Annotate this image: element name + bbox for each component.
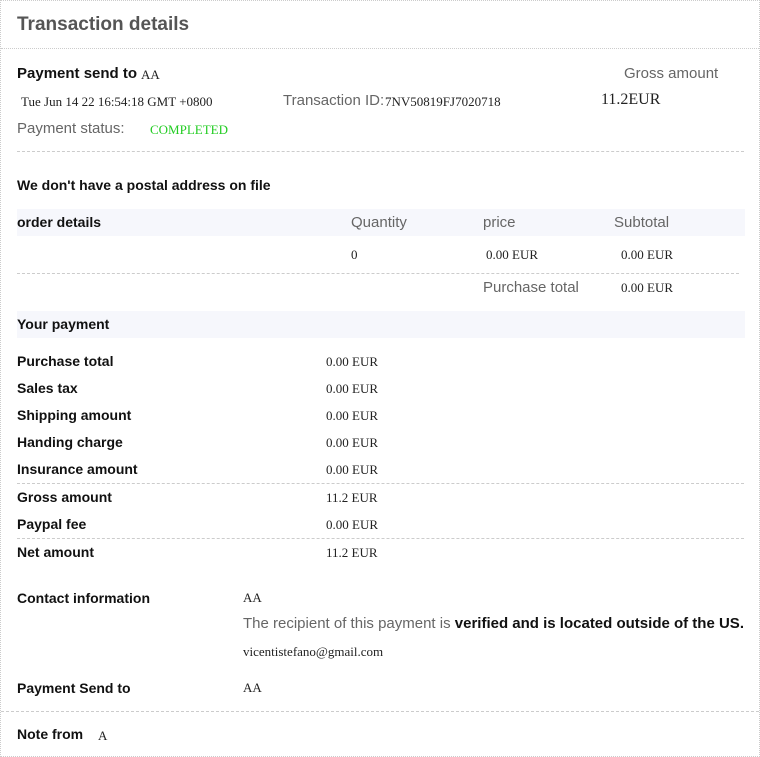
order-header bbox=[17, 209, 745, 236]
payment-row-value: 0.00 EUR bbox=[326, 354, 378, 369]
header: Transaction details bbox=[1, 1, 759, 49]
txn-label: Transaction ID: bbox=[283, 92, 385, 109]
send-label: Payment send to bbox=[17, 65, 138, 82]
gross-value: 11.2EUR bbox=[601, 91, 661, 108]
status-label: Payment status: bbox=[17, 120, 125, 137]
payment-row-label: Sales tax bbox=[17, 380, 78, 396]
email[interactable]: vicentistefano@gmail.com bbox=[243, 644, 384, 659]
payment-row-value: 0.00 EUR bbox=[326, 462, 378, 477]
payment-row-label: Purchase total bbox=[17, 353, 114, 369]
payment-header bbox=[17, 311, 745, 338]
subtotal-col: Subtotal bbox=[614, 214, 670, 231]
date: Tue Jun 14 22 16:54:18 GMT +0800 bbox=[21, 94, 213, 109]
note-value: A bbox=[98, 728, 108, 743]
postal-note: We don't have a postal address on file bbox=[17, 177, 271, 193]
payment-row-value: 0.00 EUR bbox=[326, 381, 378, 396]
txn-id: 7NV50819FJ7020718 bbox=[385, 94, 501, 109]
payment-row-label: Shipping amount bbox=[17, 407, 132, 423]
gross-label: Gross amount bbox=[624, 65, 719, 82]
note-prefix: The recipient of this payment is bbox=[243, 615, 455, 632]
purchase-total-value: 0.00 EUR bbox=[621, 280, 673, 295]
verification-note: The recipient of this payment is verifie… bbox=[243, 615, 744, 632]
payment-row-label: Handing charge bbox=[17, 434, 123, 450]
payment-row-value: 0.00 EUR bbox=[326, 435, 378, 450]
status-badge: COMPLETED bbox=[150, 122, 228, 137]
send-value: AA bbox=[141, 67, 160, 82]
purchase-total-label: Purchase total bbox=[483, 279, 579, 296]
divider bbox=[17, 483, 744, 484]
payment-row-value: 11.2 EUR bbox=[326, 490, 378, 505]
contact-label: Contact information bbox=[17, 590, 150, 606]
qty-col: Quantity bbox=[351, 214, 407, 231]
qty-cell: 0 bbox=[351, 247, 358, 262]
divider bbox=[1, 711, 759, 712]
divider bbox=[17, 273, 739, 274]
divider bbox=[17, 151, 744, 152]
contact-name: AA bbox=[243, 590, 262, 605]
price-cell: 0.00 EUR bbox=[486, 247, 538, 262]
payment-row-label: Insurance amount bbox=[17, 461, 138, 477]
price-col: price bbox=[483, 214, 516, 231]
payment-row-label: Gross amount bbox=[17, 489, 112, 505]
note-bold: verified and is located outside of the U… bbox=[454, 615, 744, 632]
payment-row-label: Paypal fee bbox=[17, 516, 87, 532]
subtotal-cell: 0.00 EUR bbox=[621, 247, 673, 262]
note-label: Note from bbox=[17, 726, 84, 742]
payment-row-value: 0.00 EUR bbox=[326, 517, 378, 532]
order-col: order details bbox=[17, 214, 102, 230]
payment-row-value: 11.2 EUR bbox=[326, 545, 378, 560]
payment-title: Your payment bbox=[17, 316, 110, 332]
send-to-label: Payment Send to bbox=[17, 680, 131, 696]
send-to-value: AA bbox=[243, 680, 262, 695]
payment-row-label: Net amount bbox=[17, 544, 94, 560]
payment-row-value: 0.00 EUR bbox=[326, 408, 378, 423]
page-title: Transaction details bbox=[17, 14, 190, 35]
divider bbox=[17, 538, 744, 539]
